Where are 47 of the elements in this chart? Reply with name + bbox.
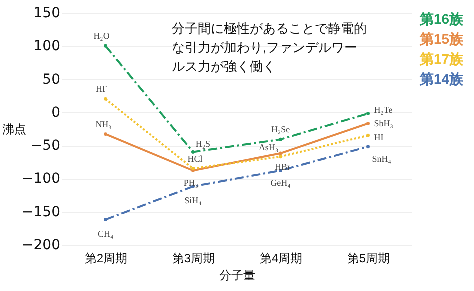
x-tick-label: 第5周期 <box>347 252 390 266</box>
annotation: SnH₄ <box>372 154 392 164</box>
point <box>104 132 108 136</box>
y-tick-label: −50 <box>30 138 60 154</box>
annotation: H₂O <box>94 31 110 42</box>
x-tick-label: 第3周期 <box>172 252 216 266</box>
point <box>366 122 370 126</box>
text: 第14族 <box>419 71 465 87</box>
text: 第17族 <box>419 51 465 67</box>
y-tick-label: −200 <box>22 238 60 254</box>
annotation: H₂S <box>196 139 211 150</box>
y-tick-label: 50 <box>42 72 60 88</box>
annotation: HI <box>374 132 384 143</box>
annotation: AsH₃ <box>258 142 279 153</box>
y-axis-title: 沸点 <box>2 122 26 136</box>
y-tick-label: −150 <box>22 204 60 220</box>
text: 第15族 <box>419 31 465 47</box>
annotation: NH₃ <box>96 119 112 130</box>
x-tick-label: 第4周期 <box>260 252 303 266</box>
annotation: HF <box>96 84 108 94</box>
x-tick-label: 第2周期 <box>84 252 128 266</box>
annotation: SiH₄ <box>184 196 202 206</box>
point <box>192 150 195 154</box>
y-tick-label: 100 <box>34 38 60 55</box>
annotation: PH₃ <box>184 178 199 188</box>
point <box>366 145 370 149</box>
point <box>104 44 108 48</box>
annotation: H₂Se <box>271 124 290 135</box>
point <box>104 97 108 101</box>
text: 第16族 <box>419 11 465 27</box>
annotation: 分子間に極性があることで静電的な引力が加わり,ファンデルワールス力が強く働く <box>172 21 367 74</box>
annotation: HBr <box>275 162 290 172</box>
annotation: HCl <box>188 154 204 164</box>
y-tick-label: 0 <box>52 104 60 121</box>
point <box>279 152 282 156</box>
y-tick-label: −100 <box>22 171 60 188</box>
y-tick-label: 150 <box>34 6 60 22</box>
point <box>366 134 370 138</box>
annotation: SbH₃ <box>374 118 394 129</box>
point <box>279 138 282 142</box>
point <box>366 112 370 116</box>
x-axis-title: 分子量 <box>220 268 256 282</box>
point <box>279 155 282 159</box>
point <box>104 218 108 222</box>
annotation: CH₄ <box>98 228 114 239</box>
annotation: H₂Te <box>374 104 393 115</box>
annotation: GeH₄ <box>270 178 291 188</box>
